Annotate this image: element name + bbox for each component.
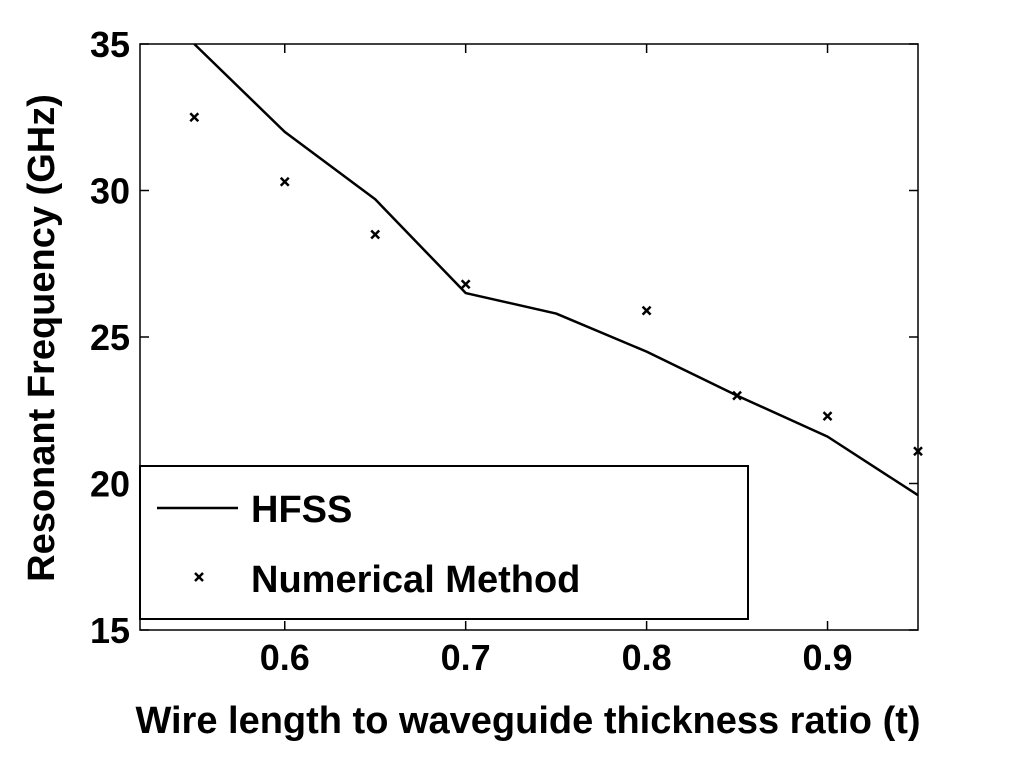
x-axis-label: Wire length to waveguide thickness ratio…	[135, 700, 920, 742]
x-tick-label: 0.7	[441, 637, 491, 678]
data-point-numerical	[460, 279, 471, 290]
series-line-hfss	[193, 43, 919, 497]
x-tick-label: 0.6	[260, 637, 310, 678]
y-tick-label: 25	[90, 317, 130, 358]
y-tick-label: 35	[90, 24, 130, 65]
plot-area	[139, 43, 923, 631]
legend-marker-swatch	[194, 572, 204, 582]
data-point-numerical	[189, 112, 200, 123]
data-point-numerical	[822, 411, 833, 421]
y-tick-labels: 15 20 25 30 35	[90, 24, 130, 651]
marker-stroke	[641, 305, 652, 316]
marker-stroke	[732, 390, 742, 401]
y-tick-label: 20	[90, 464, 130, 505]
x-tick-label: 0.8	[622, 637, 672, 678]
marker-stroke	[822, 411, 833, 421]
data-point-numerical	[279, 176, 290, 187]
data-point-numerical	[913, 446, 923, 457]
marker-stroke	[370, 229, 381, 240]
legend-label-numerical: Numerical Method	[251, 559, 580, 601]
legend: HFSS Numerical Method	[139, 465, 749, 620]
data-point-numerical	[732, 390, 742, 401]
y-tick-label: 30	[90, 171, 130, 212]
marker-stroke	[279, 176, 290, 187]
x-tick-label: 0.9	[803, 637, 853, 678]
x-tick-labels: 0.6 0.7 0.8 0.9	[260, 637, 853, 678]
data-point-numerical	[370, 229, 381, 240]
y-axis-label: Resonant Frequency (GHz)	[21, 94, 63, 582]
y-tick-label: 15	[90, 610, 130, 651]
legend-box	[139, 465, 749, 620]
marker-stroke	[460, 279, 471, 290]
legend-label-hfss: HFSS	[251, 489, 352, 531]
marker-stroke	[913, 446, 923, 457]
data-point-numerical	[641, 305, 652, 316]
marker-stroke	[189, 112, 200, 123]
